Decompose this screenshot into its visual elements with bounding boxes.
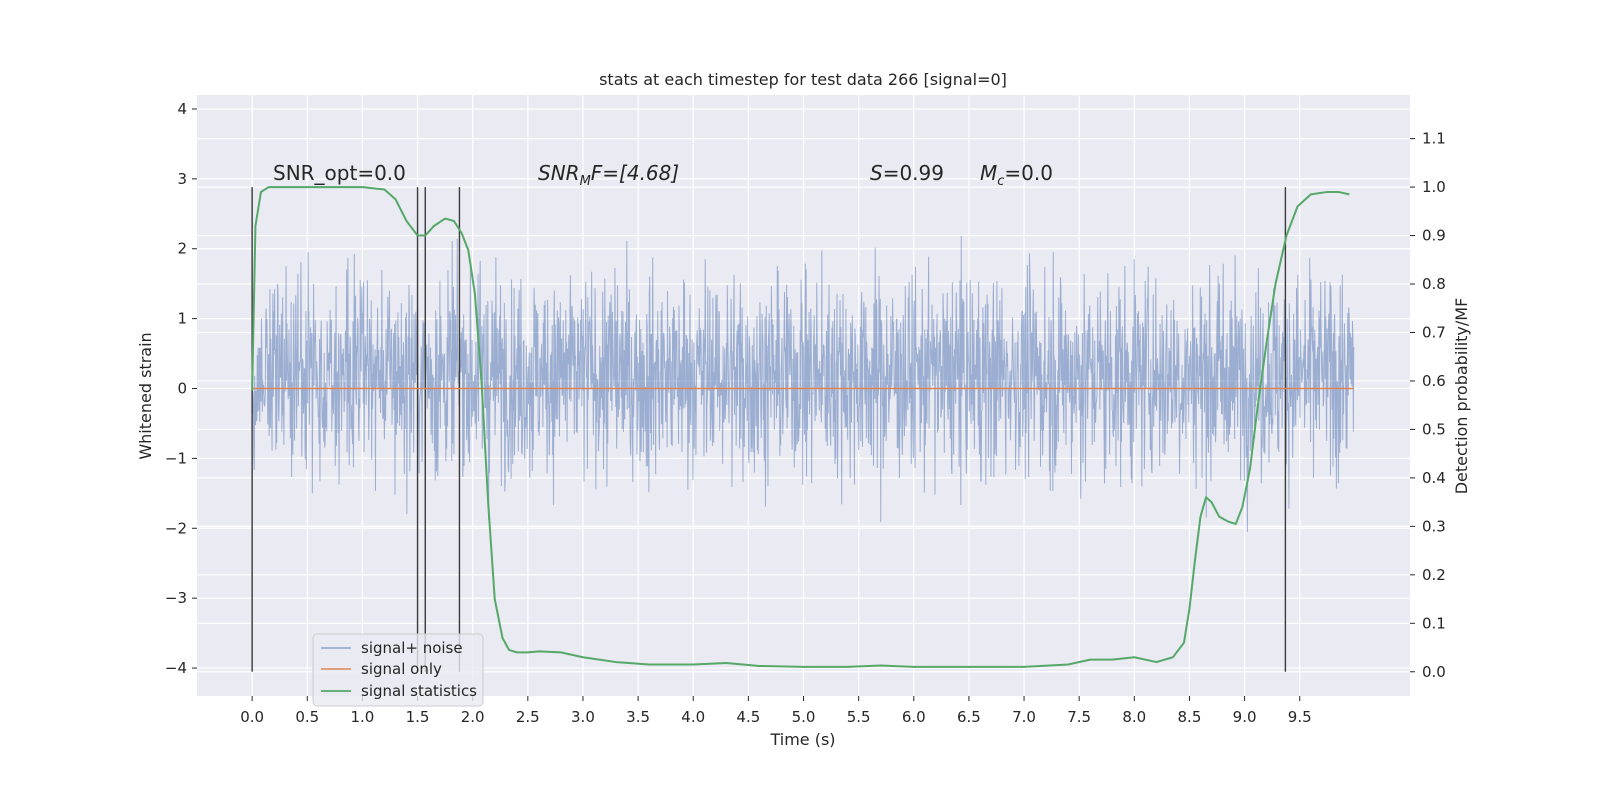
legend-label-signal-noise: signal+ noise <box>361 639 463 657</box>
y2-tick-label: 1.1 <box>1422 130 1446 148</box>
y-tick-label: 1 <box>177 310 187 328</box>
x-tick-label: 1.5 <box>406 708 430 726</box>
x-tick-label: 0.5 <box>295 708 319 726</box>
y-tick-label: 2 <box>177 240 187 258</box>
y2-tick-label: 0.4 <box>1422 469 1446 487</box>
series-signal-statistics <box>251 186 1350 668</box>
mc-value: =0.0 <box>1004 161 1053 185</box>
legend-box <box>312 633 484 707</box>
y-tick-label: −4 <box>165 659 187 677</box>
y-tick-label: −2 <box>165 519 187 537</box>
y2-tick-label: 0.8 <box>1422 275 1446 293</box>
y2-axis-label: Detection probability/MF <box>1452 298 1471 495</box>
x-tick-label: 6.0 <box>902 708 926 726</box>
y2-tick-label: 0.3 <box>1422 517 1446 535</box>
annotation-mc: Mc=0.0 <box>980 161 1053 189</box>
snr-mf-base: SNR <box>538 161 580 185</box>
x-tick-label: 7.5 <box>1067 708 1091 726</box>
x-tick-label: 5.5 <box>847 708 871 726</box>
y2-tick-label: 0.2 <box>1422 566 1446 584</box>
y2-tick-label: 0.7 <box>1422 323 1446 341</box>
chart-title: stats at each timestep for test data 266… <box>599 70 1007 89</box>
legend: signal+ noise signal only signal statist… <box>312 633 484 707</box>
s-symbol: S <box>870 161 883 185</box>
x-tick-label: 1.0 <box>350 708 374 726</box>
axes: 0.0 0.5 1.0 1.5 2.0 2.5 3.0 3.5 4.0 4.5 5.0 5.5 6.0 6… <box>165 100 1446 726</box>
y-tick-label: 0 <box>177 380 187 398</box>
y-tick-label: 3 <box>177 170 187 188</box>
x-tick-label: 8.0 <box>1122 708 1146 726</box>
vertical-markers <box>251 187 1287 672</box>
mc-sub: c <box>997 174 1004 189</box>
x-tick-label: 4.5 <box>736 708 760 726</box>
x-tick-label: 2.5 <box>516 708 540 726</box>
x-tick-label: 0.0 <box>240 708 264 726</box>
x-tick-label: 8.5 <box>1178 708 1202 726</box>
y2-tick-label: 0.5 <box>1422 420 1446 438</box>
y-axis-label: Whitened strain <box>136 332 155 459</box>
y-tick-label: 4 <box>177 100 187 118</box>
annotation-snr-mf: SNRMF=[4.68] <box>538 161 679 189</box>
signal-noise-line <box>251 235 1355 533</box>
x-tick-label: 9.0 <box>1233 708 1257 726</box>
y2-tick-label: 1.0 <box>1422 178 1446 196</box>
s-value: =0.99 <box>883 161 944 185</box>
snr-mf-sub: M <box>580 174 591 189</box>
x-tick-label: 9.5 <box>1288 708 1312 726</box>
x-tick-label: 3.0 <box>571 708 595 726</box>
y2-tick-label: 0.9 <box>1422 227 1446 245</box>
series-signal-noise <box>251 235 1355 533</box>
legend-label-signal-statistics: signal statistics <box>361 682 477 700</box>
legend-label-signal-only: signal only <box>361 660 442 678</box>
x-tick-label: 5.0 <box>792 708 816 726</box>
y-tick-label: −3 <box>165 589 187 607</box>
x-tick-label: 4.0 <box>681 708 705 726</box>
snr-mf-rest: F=[4.68] <box>591 161 679 185</box>
mc-base: M <box>980 161 997 185</box>
y2-tick-label: 0.1 <box>1422 614 1446 632</box>
x-tick-label: 6.5 <box>957 708 981 726</box>
y-tick-label: −1 <box>165 449 187 467</box>
y2-tick-label: 0.0 <box>1422 663 1446 681</box>
annotation-s: S=0.99 <box>870 161 944 185</box>
x-tick-label: 7.0 <box>1012 708 1036 726</box>
y2-tick-label: 0.6 <box>1422 372 1446 390</box>
x-tick-label: 2.0 <box>461 708 485 726</box>
signal-statistics-line <box>251 186 1350 668</box>
x-tick-label: 3.5 <box>626 708 650 726</box>
x-axis-label: Time (s) <box>769 730 835 749</box>
annotation-snr-opt: SNR_opt=0.0 <box>273 161 406 185</box>
